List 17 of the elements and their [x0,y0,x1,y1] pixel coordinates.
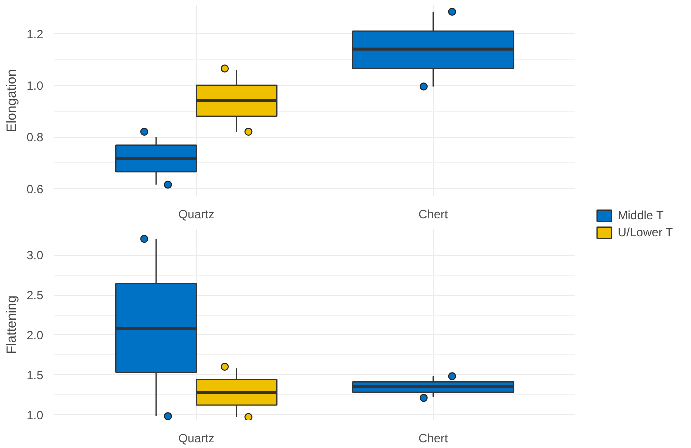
x-tick-label: Chert [418,432,449,446]
y-tick-label: 0.6 [26,182,44,196]
y-tick-label: 1.0 [26,408,44,422]
y-tick-label: 2.0 [26,328,44,342]
y-axis-title: Elongation [4,69,19,132]
x-tick-label: Quartz [178,208,215,222]
y-tick-label: 3.0 [26,248,44,263]
y-tick-label: 1.0 [26,79,44,94]
y-tick-label: 1.2 [26,27,44,42]
y-tick-label: 1.5 [26,368,44,382]
y-tick-label: 0.8 [26,130,44,145]
y-axis-title: Flattening [4,296,19,354]
x-tick-label: Quartz [178,432,215,446]
y-tick-label: 2.5 [26,288,44,303]
legend-label: U/Lower T [618,226,674,240]
legend-label: Middle T [618,208,664,222]
x-tick-label: Chert [418,208,449,222]
